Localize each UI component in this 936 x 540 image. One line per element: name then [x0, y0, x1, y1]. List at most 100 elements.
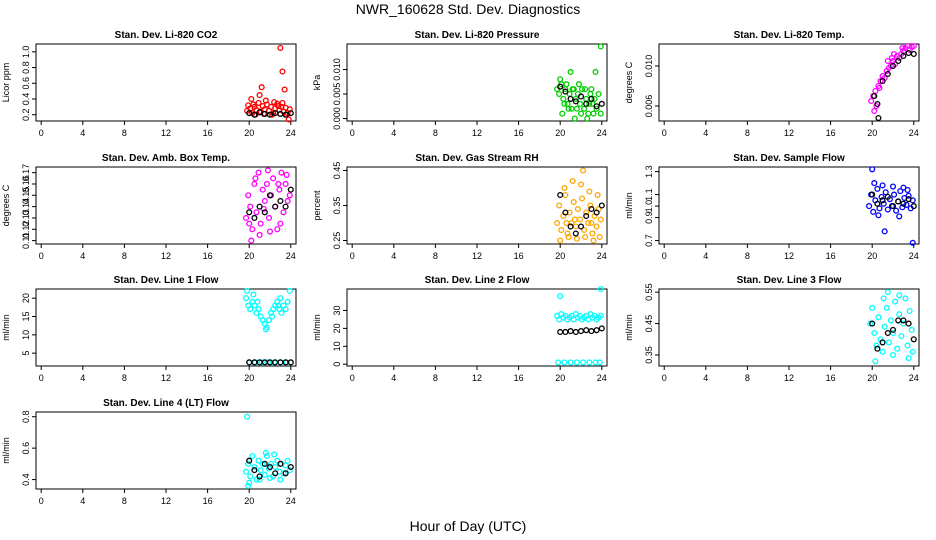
- data-point: [567, 68, 574, 76]
- data-point: [262, 449, 269, 456]
- data-point: [251, 180, 258, 188]
- data-point: [245, 460, 252, 467]
- y-tick-label: 0.45: [644, 315, 654, 333]
- data-point: [870, 208, 877, 215]
- data-point: [247, 306, 254, 313]
- data-point: [263, 180, 270, 188]
- y-axis-label: ml/min: [624, 192, 634, 219]
- hourly-point: [277, 359, 284, 366]
- y-tick-label: 1.0: [21, 46, 31, 59]
- data-point: [278, 309, 285, 316]
- y-axis-label: degrees C: [624, 61, 634, 103]
- data-point: [577, 181, 585, 188]
- hourly-point: [562, 209, 569, 216]
- y-tick-label: 0.16: [21, 175, 31, 193]
- hourly-point: [905, 49, 912, 57]
- y-axis-label: degrees C: [1, 184, 11, 226]
- data-point: [576, 216, 584, 223]
- y-tick-label: 0.35: [644, 346, 654, 364]
- hourly-point: [261, 359, 268, 366]
- series-samples: [243, 287, 293, 366]
- data-point: [871, 107, 878, 115]
- hourly-point: [251, 111, 258, 118]
- data-point: [565, 105, 572, 112]
- data-point: [905, 192, 912, 199]
- data-point: [586, 188, 593, 195]
- data-point: [896, 292, 903, 299]
- data-point: [244, 287, 251, 294]
- y-tick-label: 10: [332, 341, 342, 351]
- data-point: [881, 228, 888, 235]
- data-point: [590, 110, 597, 117]
- x-tick-label: 12: [161, 373, 171, 383]
- chart-line2: Stan. Dev. Line 2 Flow 0 4 8 12 16 20 24 0 10 20 30…: [312, 275, 608, 383]
- x-tick-label: 24: [597, 251, 607, 261]
- hourly-point: [246, 457, 253, 464]
- hourly-point: [577, 328, 585, 335]
- data-point: [872, 358, 879, 365]
- x-tick-label: 4: [703, 251, 708, 261]
- data-point: [286, 467, 293, 474]
- data-point: [572, 223, 579, 230]
- data-point: [255, 306, 262, 313]
- hourly-point: [884, 329, 891, 337]
- series-samples: [243, 413, 293, 489]
- x-tick-label: 12: [472, 251, 482, 261]
- data-point: [569, 177, 576, 185]
- data-point: [267, 460, 275, 467]
- y-tick-label: 0.000: [332, 107, 342, 130]
- data-point: [256, 476, 263, 483]
- data-point: [580, 167, 587, 174]
- x-tick-label: 16: [826, 373, 836, 383]
- hourly-point: [277, 460, 284, 467]
- hourly-point: [910, 50, 917, 58]
- hourly-point: [588, 328, 595, 335]
- y-tick-label: 10: [21, 330, 31, 340]
- figure-title: NWR_160628 Std. Dev. Diagnostics: [355, 1, 581, 17]
- data-point: [909, 239, 916, 246]
- data-point: [558, 226, 565, 234]
- y-tick-label: 0: [332, 362, 342, 367]
- hourly-point: [905, 196, 912, 203]
- x-tick-label: 0: [39, 128, 44, 138]
- hourly-point: [884, 70, 891, 78]
- data-point: [247, 473, 254, 480]
- data-point: [284, 457, 291, 464]
- x-tick-label: 20: [555, 373, 565, 383]
- hourly-point: [871, 92, 878, 100]
- data-point: [561, 359, 568, 366]
- hourly-point: [874, 100, 881, 108]
- data-point: [250, 291, 257, 298]
- x-tick-label: 20: [555, 128, 565, 138]
- data-point: [557, 76, 564, 83]
- y-tick-label: 20: [332, 323, 342, 333]
- x-tick-label: 4: [80, 251, 85, 261]
- data-point: [903, 201, 910, 208]
- hourly-point: [282, 470, 289, 477]
- data-point: [595, 90, 602, 98]
- data-point: [581, 226, 588, 234]
- x-tick-label: 4: [80, 496, 85, 506]
- hourly-point: [246, 209, 253, 216]
- x-tick-label: 4: [80, 373, 85, 383]
- hourly-point: [567, 223, 574, 230]
- chart-title: Stan. Dev. Line 3 Flow: [737, 275, 842, 286]
- y-axis-label: ml/min: [312, 314, 322, 341]
- hourly-point: [583, 100, 590, 107]
- data-point: [262, 326, 269, 333]
- x-tick-label: 0: [39, 496, 44, 506]
- data-point: [565, 233, 572, 241]
- y-tick-label: 0.12: [21, 221, 31, 239]
- hourly-point: [895, 198, 902, 205]
- y-tick-label: 20: [21, 293, 31, 303]
- data-point: [561, 100, 568, 107]
- series-hourly: [557, 191, 605, 237]
- data-point: [884, 206, 891, 213]
- x-tick-label: 8: [122, 496, 127, 506]
- x-tick-label: 24: [286, 496, 296, 506]
- data-point: [254, 298, 261, 305]
- data-point: [269, 313, 276, 320]
- hourly-point: [572, 328, 579, 336]
- hourly-point: [266, 111, 274, 118]
- data-point: [589, 230, 596, 237]
